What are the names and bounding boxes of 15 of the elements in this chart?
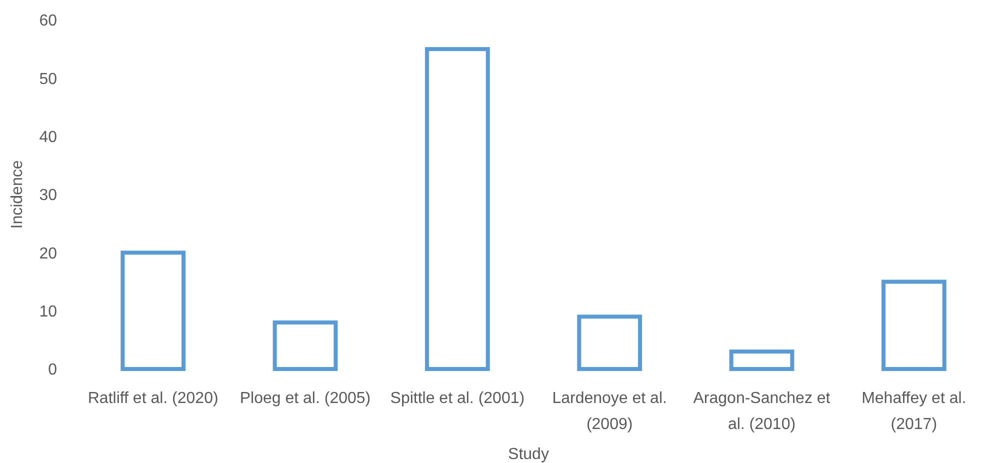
y-tick-label: 0 — [48, 362, 58, 379]
x-tick-label: Aragon-Sanchez et al. (2010) — [693, 390, 831, 433]
x-tick-label: Ratliff et al. (2020) — [88, 390, 218, 407]
y-tick-label: 60 — [39, 12, 58, 30]
x-tick-label: Mehaffey et al. (2017) — [862, 390, 966, 433]
y-tick-label: 30 — [39, 187, 58, 204]
y-tick-label: 40 — [39, 128, 58, 146]
y-axis-title: Incidence — [9, 160, 26, 229]
x-tick-label: Ploeg et al. (2005) — [240, 390, 371, 407]
x-tick-label: Spittle et al. (2001) — [390, 390, 525, 407]
y-tick-label: 50 — [39, 70, 58, 88]
x-axis-title: Study — [508, 446, 549, 463]
x-tick-label: Lardenoye et al. (2009) — [552, 390, 667, 433]
y-tick-label: 10 — [39, 303, 58, 320]
y-tick-label: 20 — [39, 245, 58, 262]
